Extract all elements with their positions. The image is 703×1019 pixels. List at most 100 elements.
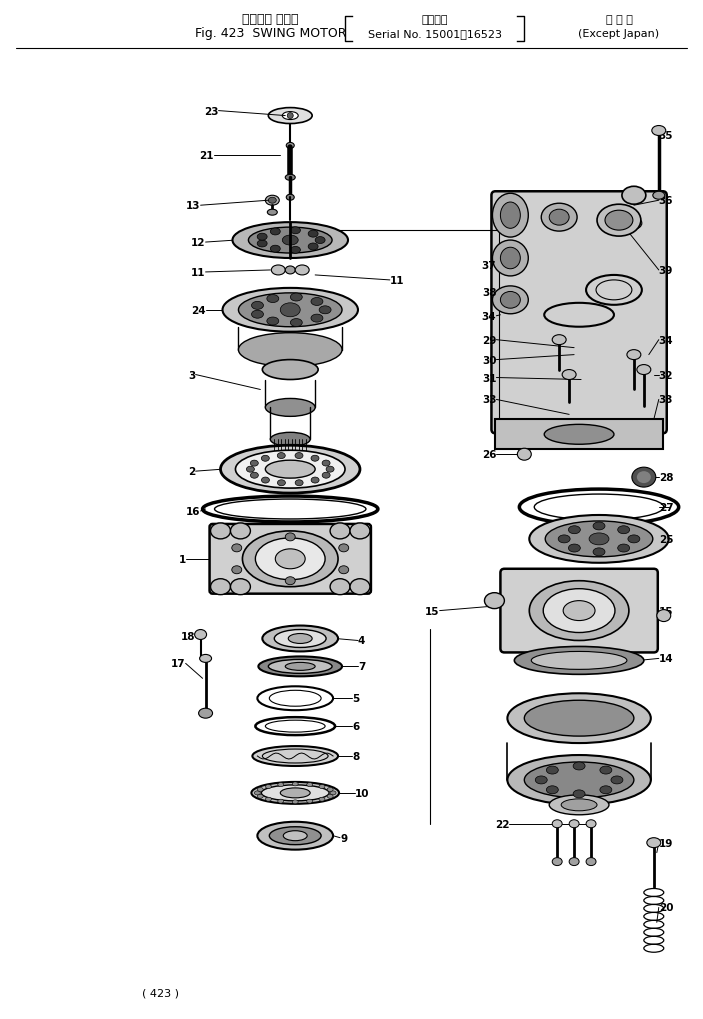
Ellipse shape — [549, 210, 569, 226]
Text: 18: 18 — [181, 632, 195, 642]
Text: 4: 4 — [358, 636, 366, 646]
Ellipse shape — [593, 548, 605, 556]
Ellipse shape — [327, 795, 333, 799]
Ellipse shape — [308, 231, 318, 237]
Ellipse shape — [283, 112, 298, 120]
Ellipse shape — [250, 461, 258, 467]
Text: 38: 38 — [482, 287, 496, 298]
Ellipse shape — [290, 227, 300, 234]
Ellipse shape — [265, 196, 279, 206]
Ellipse shape — [262, 455, 269, 462]
Text: 30: 30 — [482, 356, 496, 365]
Ellipse shape — [524, 762, 634, 798]
Ellipse shape — [269, 108, 312, 124]
Ellipse shape — [484, 593, 504, 609]
Ellipse shape — [280, 304, 300, 318]
Text: 35: 35 — [659, 131, 673, 142]
Ellipse shape — [277, 453, 285, 460]
Text: 17: 17 — [171, 658, 186, 668]
Ellipse shape — [330, 524, 350, 539]
Ellipse shape — [501, 292, 520, 309]
Ellipse shape — [330, 791, 336, 795]
Ellipse shape — [285, 577, 295, 585]
Text: 1: 1 — [179, 554, 186, 565]
Ellipse shape — [569, 820, 579, 827]
Ellipse shape — [283, 830, 307, 841]
Ellipse shape — [605, 211, 633, 231]
Ellipse shape — [200, 655, 212, 662]
Ellipse shape — [295, 453, 303, 460]
Ellipse shape — [278, 799, 284, 803]
Text: 2: 2 — [188, 467, 195, 477]
Ellipse shape — [611, 776, 623, 785]
Ellipse shape — [266, 798, 271, 801]
Ellipse shape — [628, 535, 640, 543]
Text: 34: 34 — [482, 312, 496, 321]
FancyBboxPatch shape — [491, 192, 666, 434]
Ellipse shape — [339, 567, 349, 574]
Ellipse shape — [259, 657, 342, 677]
Ellipse shape — [199, 708, 212, 718]
Ellipse shape — [307, 799, 313, 803]
Ellipse shape — [569, 526, 581, 534]
Text: 32: 32 — [659, 370, 673, 380]
Ellipse shape — [492, 286, 528, 315]
Text: 24: 24 — [191, 306, 205, 316]
Text: 29: 29 — [482, 335, 496, 345]
Text: 7: 7 — [358, 661, 366, 672]
Ellipse shape — [195, 630, 207, 640]
Text: 27: 27 — [659, 502, 673, 513]
Ellipse shape — [618, 526, 630, 534]
Ellipse shape — [330, 579, 350, 595]
Bar — [292, 721, 298, 732]
Ellipse shape — [524, 700, 634, 737]
Ellipse shape — [618, 544, 630, 552]
Text: 19: 19 — [659, 838, 673, 848]
Ellipse shape — [319, 785, 325, 789]
Ellipse shape — [233, 223, 348, 259]
Ellipse shape — [286, 195, 295, 201]
Ellipse shape — [262, 361, 318, 380]
Text: 9: 9 — [340, 833, 347, 843]
Ellipse shape — [508, 755, 651, 805]
Ellipse shape — [311, 478, 319, 484]
Ellipse shape — [515, 647, 644, 675]
Ellipse shape — [501, 203, 520, 229]
FancyBboxPatch shape — [209, 525, 371, 594]
Ellipse shape — [308, 244, 318, 251]
Ellipse shape — [546, 786, 558, 794]
Ellipse shape — [271, 228, 280, 235]
Text: 23: 23 — [204, 106, 219, 116]
Ellipse shape — [267, 296, 279, 304]
Ellipse shape — [290, 248, 300, 254]
Ellipse shape — [544, 425, 614, 445]
Text: 10: 10 — [355, 788, 370, 798]
Ellipse shape — [257, 788, 263, 792]
Ellipse shape — [271, 452, 310, 467]
Text: Serial No. 15001～16523: Serial No. 15001～16523 — [368, 29, 502, 39]
Text: 5: 5 — [352, 694, 359, 703]
Ellipse shape — [290, 319, 302, 327]
Ellipse shape — [501, 248, 520, 269]
Ellipse shape — [315, 237, 325, 245]
Ellipse shape — [319, 798, 325, 801]
Text: 8: 8 — [352, 751, 359, 761]
Ellipse shape — [232, 544, 242, 552]
Ellipse shape — [569, 858, 579, 866]
Ellipse shape — [285, 175, 295, 181]
Ellipse shape — [541, 204, 577, 232]
Ellipse shape — [267, 210, 277, 216]
Ellipse shape — [278, 480, 285, 486]
Ellipse shape — [350, 524, 370, 539]
Ellipse shape — [285, 662, 315, 671]
Text: 21: 21 — [199, 151, 214, 161]
Ellipse shape — [238, 333, 342, 367]
Ellipse shape — [531, 652, 627, 669]
Ellipse shape — [288, 113, 293, 119]
Ellipse shape — [549, 795, 609, 815]
Text: 16: 16 — [186, 506, 200, 517]
Ellipse shape — [252, 302, 264, 310]
Ellipse shape — [257, 795, 263, 799]
Ellipse shape — [211, 524, 231, 539]
Ellipse shape — [266, 785, 271, 789]
